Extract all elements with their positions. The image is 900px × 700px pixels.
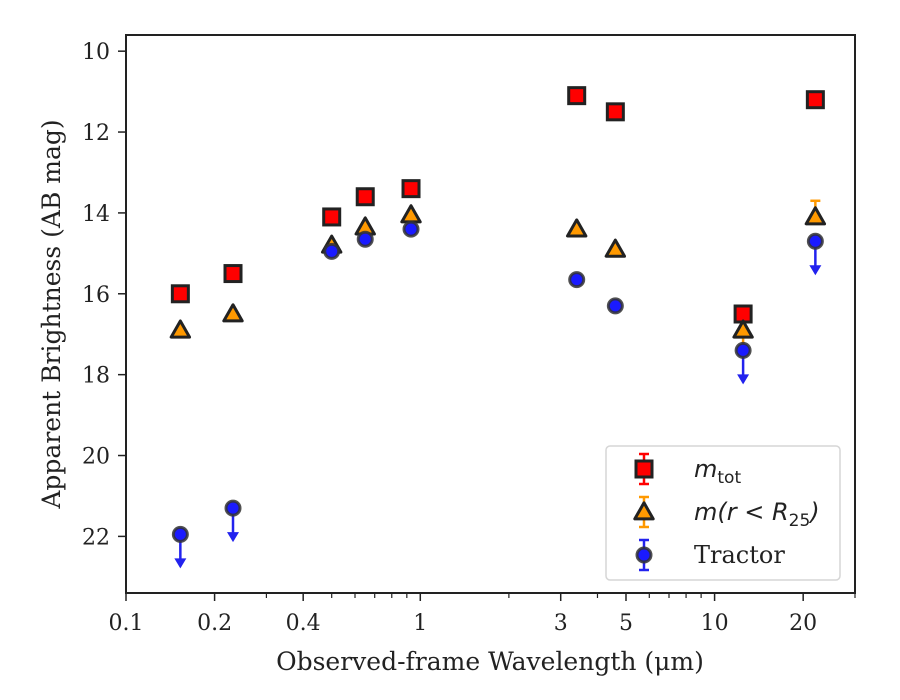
data-point [401,179,421,199]
legend-label: mtot [694,455,741,488]
data-point [605,102,625,122]
data-point [604,238,627,258]
y-tick-label: 16 [82,283,110,308]
data-point [170,284,190,304]
data-point [323,242,341,260]
data-point [568,271,586,289]
data-point [402,220,420,238]
marker-triangle [804,206,827,226]
x-axis-label: Observed-frame Wavelength (μm) [276,647,704,676]
series-square [170,86,825,324]
marker-triangle [400,204,422,224]
data-point [169,319,192,339]
marker-triangle [604,238,627,258]
axes-layer: 0.1 0.2 0.4 1 3 5 10 20 10 12 14 16 18 20 22 [82,40,856,636]
legend-label: m(r < R25) [694,498,820,531]
x-tick-label: 10 [701,611,729,636]
marker-square [322,207,342,227]
upper-limit-arrow [174,558,187,569]
marker-circle [356,230,374,248]
data-point [171,525,189,569]
x-tick-label: 0.1 [109,611,144,636]
marker-triangle [633,501,655,521]
marker-triangle [169,319,192,339]
marker-square [605,102,625,122]
y-tick-label: 18 [82,364,110,389]
y-tick-label: 12 [82,121,110,146]
marker-circle [606,297,624,315]
marker-square [634,459,654,479]
upper-limit-arrow [809,265,822,276]
upper-limit-arrow [737,374,750,385]
x-tick-label: 0.2 [197,611,232,636]
marker-square [223,264,243,284]
data-point [567,86,587,106]
y-tick-label: 14 [82,202,110,227]
data-point [322,207,342,227]
marker-triangle [566,218,588,238]
marker-circle [402,220,420,238]
series-triangle [169,199,827,352]
marker-square [355,187,375,207]
marker-circle [568,271,586,289]
marker-circle [806,232,824,250]
marker-square [401,179,421,199]
y-axis-label: Apparent Brightness (AB mag) [37,119,66,509]
data-point [223,264,243,284]
legend-label: Tractor [694,541,785,569]
data-point [804,199,827,226]
x-tick-label: 0.4 [286,611,321,636]
y-tick-label: 22 [82,525,110,550]
marker-circle [224,499,242,517]
marker-square [170,284,190,304]
data-point [734,341,752,385]
upper-limit-arrow [227,532,240,543]
x-tick-label: 20 [789,611,817,636]
y-tick-label: 20 [82,445,110,470]
marker-circle [323,242,341,260]
data-point [355,187,375,207]
x-tick-label: 5 [619,611,633,636]
data-point [805,90,825,110]
legend-entry: mtot [634,452,741,488]
marker-circle [635,546,653,564]
marker-circle [734,341,752,359]
legend-entry: m(r < R25) [633,495,820,531]
data-point [356,230,374,248]
marker-triangle [222,303,244,323]
legend-entry: Tractor [635,538,785,572]
y-tick-label: 10 [82,40,110,65]
points-layer [169,86,827,569]
data-point [566,218,588,238]
marker-square [567,86,587,106]
series-circle [171,220,824,569]
legend-box [605,445,841,581]
data-point [222,303,244,323]
data-point [400,204,422,224]
marker-triangle [732,319,754,339]
marker-square [805,90,825,110]
data-point [224,499,242,543]
legend: mtot m(r < R25) Tractor [605,445,841,581]
x-tick-label: 3 [554,611,568,636]
marker-circle [171,525,189,543]
plot-frame [125,34,856,594]
data-point [806,232,824,276]
x-tick-label: 1 [413,611,427,636]
data-point [606,297,624,315]
